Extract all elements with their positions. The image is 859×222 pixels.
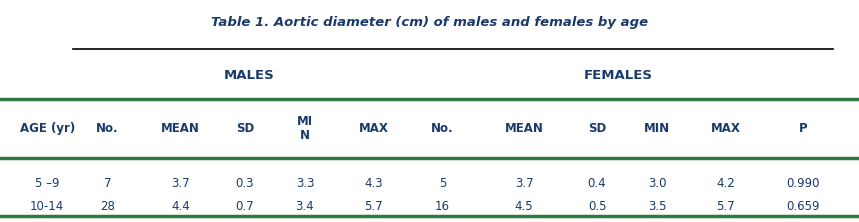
Text: 0.990: 0.990	[787, 177, 819, 190]
Text: 3.0: 3.0	[648, 177, 667, 190]
Text: 3.7: 3.7	[648, 221, 667, 222]
Text: 7: 7	[104, 177, 111, 190]
Text: 5.7: 5.7	[364, 200, 383, 213]
Text: 0.4: 0.4	[588, 221, 606, 222]
Text: MEAN: MEAN	[161, 122, 200, 135]
Text: 5: 5	[439, 177, 446, 190]
Text: P: P	[799, 122, 807, 135]
Text: 15-19: 15-19	[30, 221, 64, 222]
Text: 0.889: 0.889	[787, 221, 819, 222]
Text: 29: 29	[435, 221, 450, 222]
Text: 10-14: 10-14	[30, 200, 64, 213]
Text: 4.3: 4.3	[295, 221, 314, 222]
Text: No.: No.	[96, 122, 119, 135]
Text: MAX: MAX	[359, 122, 388, 135]
Text: 0.4: 0.4	[588, 177, 606, 190]
Text: 4.4: 4.4	[171, 200, 190, 213]
Text: 0.659: 0.659	[787, 200, 819, 213]
Text: 0.3: 0.3	[235, 177, 254, 190]
Text: 28: 28	[100, 200, 115, 213]
Text: 3.5: 3.5	[648, 200, 667, 213]
Text: MAX: MAX	[711, 122, 740, 135]
Text: 0.3: 0.3	[235, 221, 254, 222]
Text: 5.5: 5.5	[364, 221, 383, 222]
Text: SD: SD	[588, 122, 606, 135]
Text: 4.9: 4.9	[171, 221, 190, 222]
Text: 3.7: 3.7	[171, 177, 190, 190]
Text: 0.5: 0.5	[588, 200, 606, 213]
Text: 5.7: 5.7	[716, 221, 735, 222]
Text: 16: 16	[435, 200, 450, 213]
Text: 5.0: 5.0	[515, 221, 533, 222]
Text: 4.2: 4.2	[716, 177, 735, 190]
Text: No.: No.	[431, 122, 454, 135]
Text: Table 1. Aortic diameter (cm) of males and females by age: Table 1. Aortic diameter (cm) of males a…	[211, 16, 648, 29]
Text: MIN: MIN	[644, 122, 670, 135]
Text: 4.5: 4.5	[515, 200, 533, 213]
Text: 3.3: 3.3	[295, 177, 314, 190]
Text: 3.4: 3.4	[295, 200, 314, 213]
Text: 3.7: 3.7	[515, 177, 533, 190]
Text: SD: SD	[235, 122, 254, 135]
Text: MI
N: MI N	[297, 115, 313, 142]
Text: 5 –9: 5 –9	[35, 177, 59, 190]
Text: 25: 25	[100, 221, 115, 222]
Text: FEMALES: FEMALES	[584, 69, 653, 82]
Text: 4.3: 4.3	[364, 177, 383, 190]
Text: MEAN: MEAN	[504, 122, 544, 135]
Text: 0.7: 0.7	[235, 200, 254, 213]
Text: AGE (yr): AGE (yr)	[20, 122, 75, 135]
Text: MALES: MALES	[223, 69, 275, 82]
Text: 5.7: 5.7	[716, 200, 735, 213]
